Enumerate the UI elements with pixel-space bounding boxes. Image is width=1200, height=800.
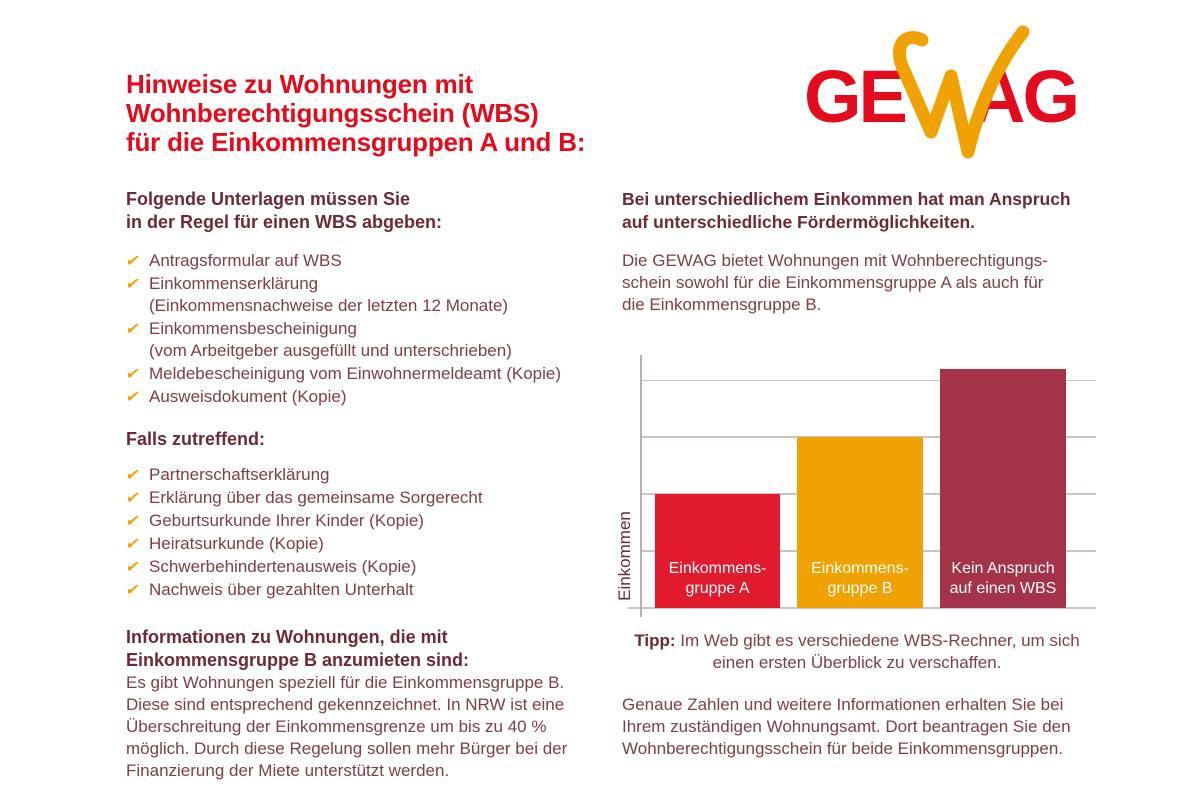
list-item-text: (Einkommensnachweise der letzten 12 Mona… [149, 296, 509, 315]
heading-line: Informationen zu Wohnungen, die mit [126, 627, 448, 647]
section-heading-documents: Folgende Unterlagen müssen Sie in der Re… [126, 188, 442, 234]
section-heading-conditional: Falls zutreffend: [126, 428, 265, 451]
list-item: ✔ Antragsformular auf WBS [124, 250, 626, 272]
list-item: ✔ Geburtsurkunde Ihrer Kinder (Kopie) [124, 510, 626, 532]
list-item-text: Erklärung über das gemeinsame Sorgerecht [149, 488, 483, 507]
list-item-text: Meldebescheinigung vom Einwohnermeldeamt… [149, 364, 562, 383]
list-item: ✔ Nachweis über gezahlten Unterhalt [124, 579, 626, 601]
contact-paragraph: Genaue Zahlen und weitere Informationen … [622, 694, 1102, 760]
check-icon: ✔ [124, 513, 142, 530]
paragraph-line: Die GEWAG bietet Wohnungen mit Wohnberec… [622, 251, 1048, 270]
check-icon: ✔ [124, 490, 142, 507]
chart-tip: Tipp: Im Web gibt es verschiedene WBS-Re… [622, 630, 1092, 674]
list-item: ✔ Ausweisdokument (Kopie) [124, 386, 626, 408]
list-item: ✔ Schwerbehindertenausweis (Kopie) [124, 556, 626, 578]
heading-line: Einkommensgruppe B anzumieten sind: [126, 650, 470, 670]
list-item-text: Einkommenserklärung [149, 274, 319, 293]
chart-y-axis [640, 355, 642, 617]
check-icon: ✔ [124, 559, 142, 576]
check-icon: ✔ [124, 536, 142, 553]
bar-group-b: Einkommens- gruppe B [797, 437, 923, 608]
paragraph-line: Überschreitung der Einkommensgrenze um b… [126, 717, 547, 736]
check-icon: ✔ [124, 467, 142, 484]
check-icon: ✔ [124, 582, 142, 599]
chart-gridline [642, 379, 1096, 382]
list-item: ✔ Erklärung über das gemeinsame Sorgerec… [124, 487, 626, 509]
bar-group-a: Einkommens- gruppe A [655, 494, 780, 608]
check-icon: ✔ [124, 321, 142, 338]
list-item-text: (vom Arbeitgeber ausgefüllt und untersch… [149, 341, 512, 360]
bar-label: Einkommens- gruppe A [668, 560, 767, 597]
list-item: ✔ Einkommenserklärung (Einkommensnachwei… [124, 273, 626, 317]
check-icon: ✔ [124, 276, 142, 293]
paragraph-line: Genaue Zahlen und weitere Informationen … [622, 695, 1064, 714]
tip-text-line: einen ersten Überblick zu verschaffen. [712, 653, 1002, 672]
check-icon: ✔ [124, 366, 142, 383]
list-item-text: Nachweis über gezahlten Unterhalt [149, 580, 414, 599]
chart-gridline [642, 436, 1096, 438]
list-item: ✔ Einkommensbescheinigung (vom Arbeitgeb… [124, 318, 626, 362]
list-item-text: Einkommensbescheinigung [149, 319, 357, 338]
conditional-list: ✔ Partnerschaftserklärung ✔ Erklärung üb… [124, 464, 626, 602]
paragraph-line: Wohnberechtigungsschein für beide Einkom… [622, 739, 1064, 758]
paragraph-line: möglich. Durch diese Regelung sollen meh… [126, 739, 568, 758]
list-item: ✔ Partnerschaftserklärung [124, 464, 626, 486]
chart-y-axis-label: Einkommen [615, 511, 634, 601]
section-heading-groupb: Informationen zu Wohnungen, die mit Eink… [126, 626, 469, 672]
heading-line: in der Regel für einen WBS abgeben: [126, 212, 443, 232]
list-item-text: Antragsformular auf WBS [149, 251, 342, 270]
tip-text-line: Im Web gibt es verschiedene WBS-Rechner,… [680, 631, 1080, 650]
page-title: Hinweise zu Wohnungen mit Wohnberechtigu… [126, 70, 585, 157]
heading-line: Falls zutreffend: [126, 429, 266, 449]
check-icon: ✔ [124, 389, 142, 406]
heading-line: Bei unterschiedlichem Einkommen hat man … [622, 189, 1071, 209]
bar-label: Einkommens- gruppe B [811, 560, 909, 597]
tip-label: Tipp: [634, 631, 676, 650]
bar-label: Kein Anspruch auf einen WBS [949, 560, 1057, 597]
bar-chart: Einkommen Einkommens- gruppe A Einkommen… [615, 350, 1096, 618]
list-item: ✔ Meldebescheinigung vom Einwohnermeldea… [124, 363, 626, 385]
check-icon: ✔ [124, 253, 142, 270]
groupb-paragraph: Es gibt Wohnungen speziell für die Einko… [126, 672, 626, 782]
income-paragraph: Die GEWAG bietet Wohnungen mit Wohnberec… [622, 250, 1102, 316]
paragraph-line: Es gibt Wohnungen speziell für die Einko… [126, 673, 565, 692]
list-item-text: Geburtsurkunde Ihrer Kinder (Kopie) [149, 511, 424, 530]
list-item-text: Schwerbehindertenausweis (Kopie) [149, 557, 417, 576]
paragraph-line: Ihrem zuständigen Wohnungsamt. Dort bean… [622, 717, 1071, 736]
logo-w-icon [893, 25, 1030, 159]
page-title-line: Hinweise zu Wohnungen mit [126, 69, 473, 99]
paragraph-line: Diese sind entsprechend gekennzeichnet. … [126, 695, 565, 714]
gewag-logo: GE AG [804, 25, 1094, 160]
documents-list: ✔ Antragsformular auf WBS ✔ Einkommenser… [124, 250, 626, 409]
list-item-text: Partnerschaftserklärung [149, 465, 330, 484]
list-item-text: Ausweisdokument (Kopie) [149, 387, 347, 406]
paragraph-line: Finanzierung der Miete unterstützt werde… [126, 761, 450, 780]
heading-line: auf unterschiedliche Fördermöglichkeiten… [622, 212, 975, 232]
page-title-line: Wohnberechtigungsschein (WBS) [126, 98, 539, 128]
list-item: ✔ Heiratsurkunde (Kopie) [124, 533, 626, 555]
logo-text-ge: GE [804, 55, 908, 138]
paragraph-line: schein sowohl für die Einkommensgruppe A… [622, 273, 1044, 292]
page-title-line: für die Einkommensgruppen A und B: [126, 127, 586, 157]
bar-no-wbs: Kein Anspruch auf einen WBS [940, 369, 1066, 608]
income-heading: Bei unterschiedlichem Einkommen hat man … [622, 188, 1071, 234]
heading-line: Folgende Unterlagen müssen Sie [126, 189, 411, 209]
list-item-text: Heiratsurkunde (Kopie) [149, 534, 324, 553]
paragraph-line: die Einkommensgruppe B. [622, 295, 822, 314]
